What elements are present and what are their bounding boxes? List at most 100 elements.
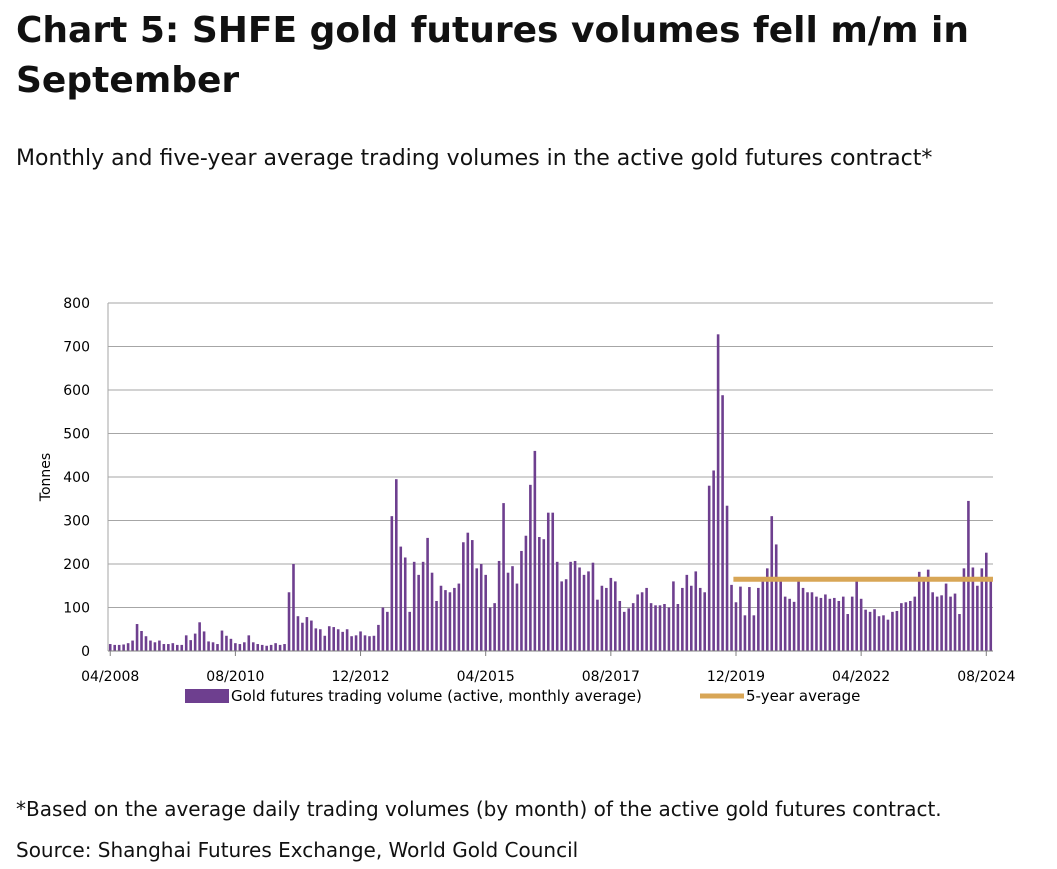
legend: Gold futures trading volume (active, mon… [185,687,860,705]
volume-bar [850,596,854,651]
volume-bar [618,600,622,651]
legend-swatch-bars [185,689,229,703]
volume-bar [108,644,112,651]
volume-bar [193,633,197,651]
volume-bar [569,561,572,651]
volume-bar [783,596,787,651]
volume-bar [859,598,863,651]
volume-bar [734,602,738,651]
volume-bar [426,537,429,651]
volume-bar [484,574,487,651]
volume-bar [837,600,841,651]
volume-bar [412,561,416,651]
volume-bar [502,503,505,651]
volume-bar [873,609,876,651]
volume-bars [108,334,993,651]
volume-bar [824,594,827,651]
volume-bar [694,571,698,651]
volume-bar [529,484,532,651]
volume-bar [935,596,939,651]
volume-bar [989,580,993,651]
volume-bar [113,644,117,651]
grid-lines [108,302,993,608]
volume-bar [841,596,845,651]
volume-bar [542,539,546,651]
volume-bar [658,605,662,651]
volume-bar [681,587,684,651]
volume-bar [703,592,707,651]
volume-bar [546,512,550,651]
volume-bar [287,592,291,651]
volume-bar [622,611,626,651]
volume-bar [511,566,514,651]
legend-label-bars: Gold futures trading volume (active, mon… [231,687,642,705]
volume-bar [716,334,720,651]
volume-bar [748,587,751,651]
volume-bar [801,587,805,651]
volume-bar [524,535,528,651]
volume-bar [810,592,814,651]
volume-bar [394,479,398,651]
volume-bar [663,604,666,651]
volume-bar [806,592,809,651]
volume-bar [314,628,318,651]
volume-bar [283,644,286,651]
volume-bar [153,642,157,651]
volume-bar [600,585,604,651]
volume-bar [582,574,586,651]
volume-bar [895,610,899,651]
volume-bar [310,620,313,651]
volume-bar [390,516,394,651]
volume-bar [676,604,680,651]
y-tick-label: 200 [63,557,90,573]
volume-bar [891,611,894,651]
volume-bar [833,597,836,651]
volume-bar [868,611,872,651]
volume-bar [761,580,765,651]
volume-bar [247,635,251,651]
volume-bar [135,624,139,651]
source-note: Source: Shanghai Futures Exchange, World… [16,838,579,862]
volume-bar [605,587,608,651]
chart-area: 0 100 200 300 400 500 600 700 800 04/2008 08/2010 1… [38,296,1015,705]
volume-bar [448,592,452,651]
volume-bar [672,581,675,651]
volume-bar [167,644,170,651]
volume-bar [636,594,639,651]
volume-bar [207,641,210,651]
volume-bar [712,470,715,651]
volume-bar [251,642,255,651]
x-tick-label: 08/2010 [206,669,264,685]
volume-bar [654,605,657,651]
volume-bar [117,644,121,651]
volume-bar [368,636,371,651]
volume-bar [609,577,613,651]
volume-bar [515,583,519,651]
y-tick-label: 400 [63,470,90,486]
x-tick-label: 04/2015 [457,669,515,685]
volume-bar [421,561,425,651]
volume-bar [180,644,184,651]
volume-bar [917,571,921,651]
volume-bar [520,550,523,651]
volume-bar [864,609,867,651]
volume-bar [953,593,957,651]
x-tick-label: 04/2022 [832,669,890,685]
volume-bar [479,564,483,651]
volume-bar [386,611,389,651]
volume-bar [967,500,970,651]
volume-bar [162,644,166,651]
volume-bar [292,564,295,651]
volume-bar [538,537,541,651]
volume-bar [721,395,724,651]
volume-bar [757,587,760,651]
volume-bar [614,581,617,651]
volume-bar [417,574,420,651]
volume-bar [220,630,224,651]
volume-bar [506,572,510,651]
y-tick-label: 600 [63,383,90,399]
y-axis-title: Tonnes [38,453,54,502]
volume-bar [877,616,881,651]
volume-bar [435,600,438,651]
volume-bar [819,597,823,651]
